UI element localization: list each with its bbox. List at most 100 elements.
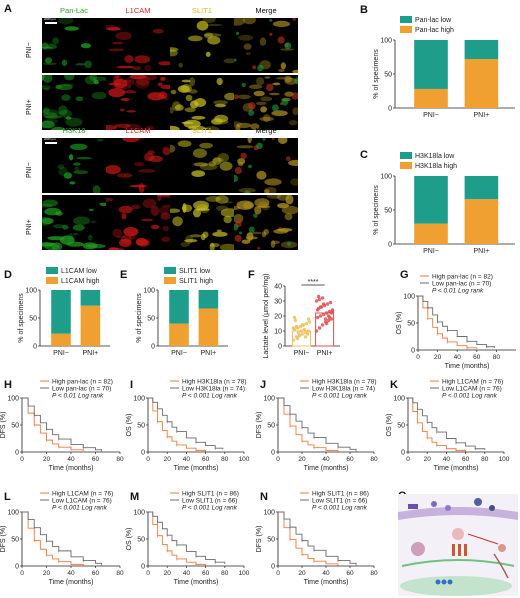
legend-label: Low H3K18la (n = 74) — [182, 386, 245, 393]
legend-label: Low SLIT1 (n = 66) — [182, 498, 237, 505]
x-axis-label: Time (months) — [445, 363, 490, 370]
y-axis-label: % of specimens — [373, 49, 380, 99]
x-tick-label: 0 — [276, 456, 280, 463]
data-point — [305, 332, 310, 336]
x-axis-label: Time (months) — [304, 465, 349, 472]
data-point — [315, 308, 320, 312]
survival-curve — [148, 397, 224, 450]
x-tick-label: 40 — [454, 354, 462, 361]
x-tick-label: 80 — [221, 456, 229, 463]
x-tick-label: 20 — [43, 570, 51, 577]
x-tick-label: 20 — [424, 456, 432, 463]
x-tick-label: 40 — [443, 456, 451, 463]
x-axis-label: Time (months) — [174, 579, 219, 586]
y-tick-label: 100 — [263, 510, 275, 517]
y-axis-label: % of specimens — [373, 185, 380, 235]
survival-curve — [278, 511, 357, 565]
data-point — [307, 320, 312, 324]
x-tick-label: PNI+ — [83, 350, 99, 357]
x-tick-label: 80 — [370, 570, 378, 577]
x-tick-label: PNI− — [294, 350, 310, 357]
x-tick-label: 20 — [298, 456, 306, 463]
y-tick-label: 100 — [393, 396, 405, 403]
x-tick-label: 40 — [67, 570, 75, 577]
survival-curve — [148, 397, 207, 452]
p-value-label: P < 0.001 Log rank — [442, 393, 498, 400]
data-point — [303, 335, 308, 339]
y-axis-label: DFS (%) — [0, 526, 7, 553]
y-tick-label: 100 — [403, 294, 415, 301]
bar-segment-low — [198, 290, 219, 309]
survival-curve — [278, 397, 357, 451]
x-tick-label: 60 — [92, 456, 100, 463]
panel-letter-a: A — [4, 3, 12, 15]
data-point — [314, 299, 319, 303]
micrograph-tile — [42, 75, 106, 130]
survival-curve — [278, 511, 339, 566]
bar-segment-high — [80, 305, 101, 346]
legend-swatch-low — [164, 267, 176, 274]
panel-letter-m: M — [130, 491, 139, 503]
y-tick-label: 50 — [11, 423, 19, 430]
data-point — [297, 333, 302, 338]
x-tick-label: PNI− — [423, 248, 439, 255]
panel-letter-i: I — [130, 379, 133, 391]
panel-letter-g: G — [400, 269, 409, 281]
x-tick-label: 0 — [276, 570, 280, 577]
y-tick-label: 0 — [278, 344, 282, 351]
micrograph-tile: 2000 μm — [42, 138, 106, 193]
y-axis-label: DFS (%) — [0, 412, 7, 439]
survival-curve — [22, 397, 103, 451]
x-tick-label: 40 — [322, 570, 330, 577]
x-axis-label: Time (months) — [304, 579, 349, 586]
legend-label: H3K18la low — [415, 153, 455, 160]
data-point — [291, 326, 296, 330]
scale-bar — [45, 22, 57, 24]
micrograph-tile — [234, 138, 298, 193]
legend-label: High H3K18la (n = 78) — [312, 379, 377, 386]
data-point — [317, 297, 322, 302]
micrograph-tile — [234, 195, 298, 250]
x-tick-label: 0 — [406, 456, 410, 463]
micrograph-tile — [234, 75, 298, 130]
mechanism-schematic — [398, 494, 518, 596]
bar-segment-low — [414, 40, 448, 89]
panel-letter-c: C — [360, 149, 368, 161]
legend-label: High SLIT1 (n = 86) — [312, 491, 369, 498]
legend-label: High L1CAM (n = 76) — [52, 491, 113, 498]
legend-label: Low L1CAM (n = 76) — [52, 498, 112, 505]
data-point — [327, 315, 332, 320]
x-tick-label: 80 — [116, 570, 124, 577]
y-axis-label: DFS (%) — [256, 412, 263, 439]
data-point — [295, 336, 300, 341]
legend-label: Low L1CAM (n = 76) — [442, 386, 502, 393]
data-point — [320, 323, 325, 327]
x-tick-label: 80 — [221, 570, 229, 577]
scale-bar — [45, 142, 57, 144]
micrograph-tile — [170, 75, 234, 130]
data-point — [314, 329, 319, 333]
panel-letter-b: B — [360, 4, 368, 16]
x-tick-label: 80 — [481, 456, 489, 463]
data-point — [291, 338, 296, 342]
panel-letter-l: L — [4, 491, 11, 503]
legend-swatch-high — [400, 26, 412, 33]
bar-segment-high — [414, 88, 448, 108]
x-tick-label: 60 — [202, 456, 210, 463]
data-point — [316, 294, 321, 299]
y-tick-label: 0 — [15, 564, 19, 571]
y-tick-label: 0 — [141, 564, 145, 571]
y-tick-label: 50 — [267, 423, 275, 430]
x-tick-label: PNI− — [171, 350, 187, 357]
data-point — [304, 321, 309, 326]
data-point — [324, 311, 329, 315]
bar-segment-high — [464, 199, 499, 244]
data-point — [321, 302, 326, 306]
y-tick-label: 50 — [11, 537, 19, 544]
legend-label: Pan-lac high — [415, 27, 454, 34]
x-tick-label: 0 — [146, 456, 150, 463]
data-point — [324, 321, 329, 326]
survival-curve — [148, 511, 226, 564]
data-point — [300, 323, 305, 327]
